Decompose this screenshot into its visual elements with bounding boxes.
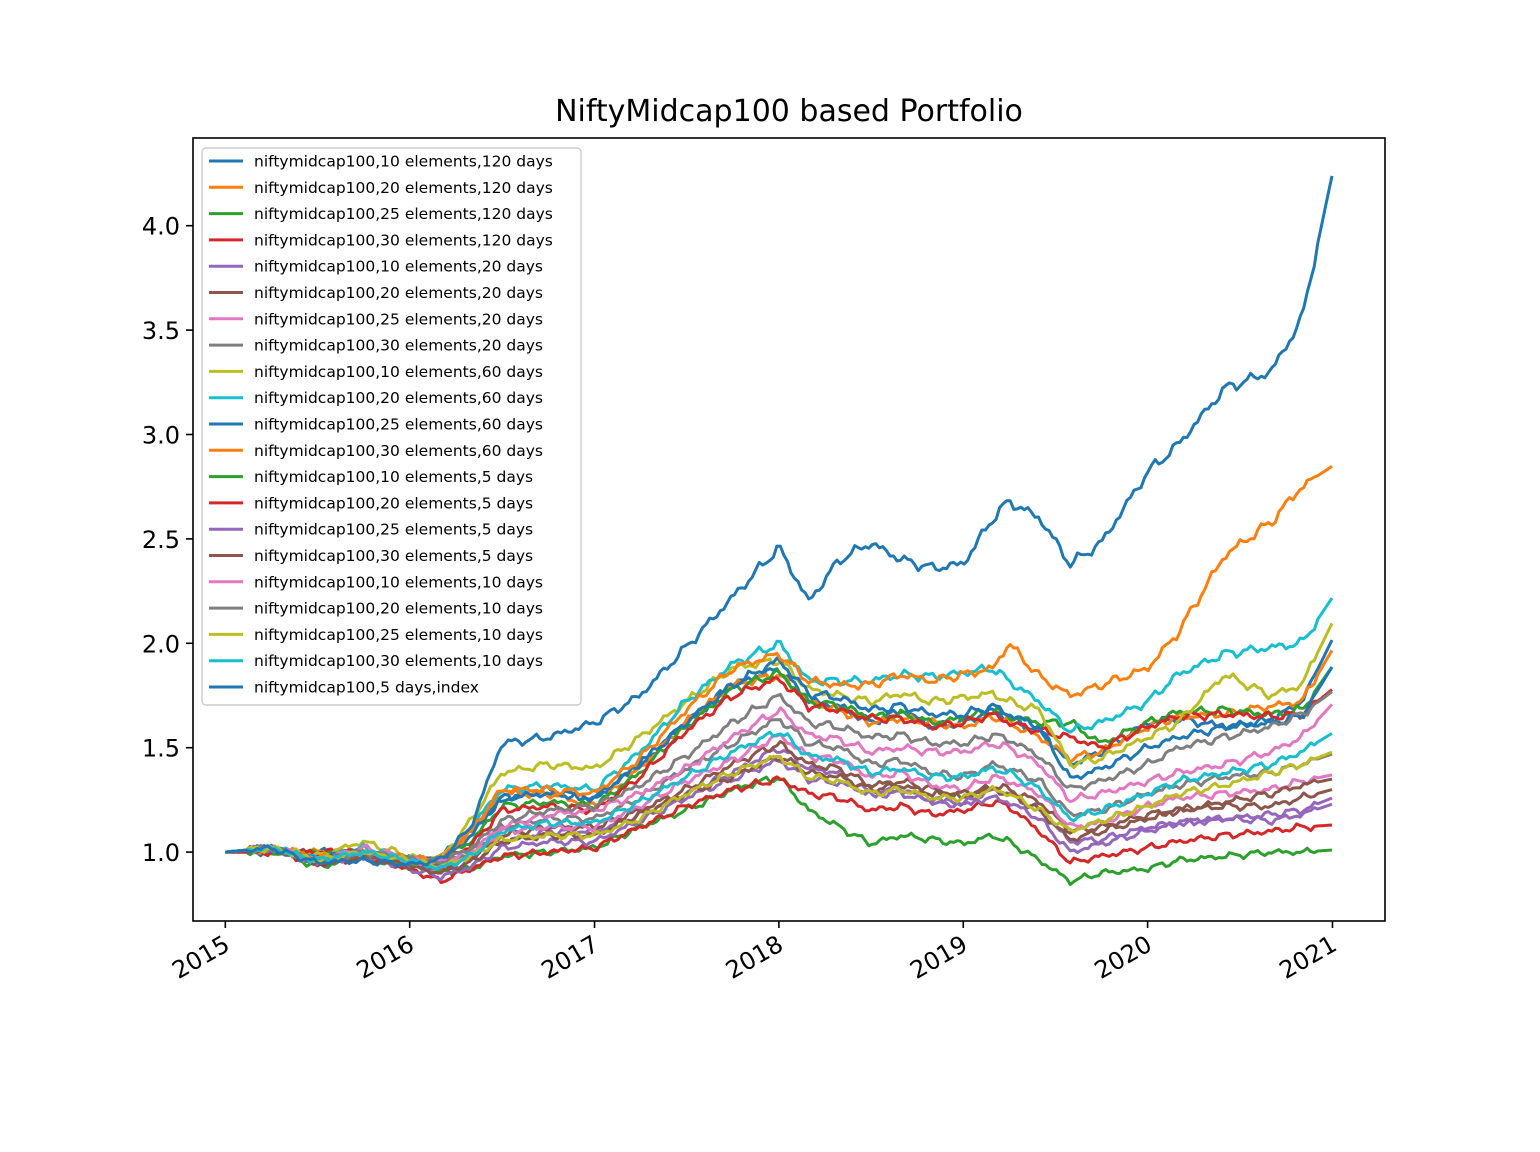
legend: niftymidcap100,10 elements,120 days nifty… bbox=[201, 147, 582, 706]
legend-items: niftymidcap100,10 elements,120 days nifty… bbox=[209, 153, 553, 697]
y-tick-label: 2.0 bbox=[142, 630, 180, 658]
series-line bbox=[225, 690, 1333, 865]
legend-label: niftymidcap100,30 elements,120 days bbox=[254, 231, 553, 249]
legend-label: niftymidcap100,5 days,index bbox=[254, 679, 479, 697]
legend-label: niftymidcap100,30 elements,60 days bbox=[254, 442, 543, 460]
series-line bbox=[225, 755, 1333, 875]
series-lines bbox=[225, 175, 1334, 886]
y-axis: 1.0 1.5 2.0 2.5 3.0 3.5 4.0 bbox=[142, 213, 193, 867]
legend-label: niftymidcap100,20 elements,10 days bbox=[254, 600, 543, 618]
plot-area bbox=[192, 137, 1386, 922]
legend-label: niftymidcap100,10 elements,120 days bbox=[254, 153, 553, 171]
y-tick-label: 3.5 bbox=[142, 317, 180, 345]
legend-label: niftymidcap100,20 elements,60 days bbox=[254, 389, 543, 407]
y-tick-label: 4.0 bbox=[142, 213, 180, 241]
series-line bbox=[225, 175, 1334, 868]
legend-label: niftymidcap100,10 elements,60 days bbox=[254, 363, 543, 381]
series-line bbox=[225, 730, 1333, 871]
y-tick-label: 2.5 bbox=[142, 526, 180, 554]
legend-label: niftymidcap100,30 elements,20 days bbox=[254, 337, 543, 355]
y-tick-label: 1.5 bbox=[142, 735, 180, 763]
legend-box bbox=[201, 147, 582, 706]
legend-label: niftymidcap100,10 elements,5 days bbox=[254, 468, 533, 486]
legend-label: niftymidcap100,10 elements,10 days bbox=[254, 573, 543, 591]
legend-label: niftymidcap100,25 elements,5 days bbox=[254, 521, 533, 539]
y-tick-label: 1.0 bbox=[142, 839, 180, 867]
legend-label: niftymidcap100,10 elements,20 days bbox=[254, 258, 543, 276]
y-tick-label: 3.0 bbox=[142, 421, 180, 449]
legend-label: niftymidcap100,25 elements,10 days bbox=[254, 626, 543, 644]
legend-label: niftymidcap100,25 elements,60 days bbox=[254, 416, 543, 434]
legend-label: niftymidcap100,30 elements,10 days bbox=[254, 652, 543, 670]
legend-label: niftymidcap100,25 elements,20 days bbox=[254, 310, 543, 328]
legend-label: niftymidcap100,20 elements,5 days bbox=[254, 494, 533, 512]
legend-label: niftymidcap100,20 elements,20 days bbox=[254, 284, 543, 302]
legend-label: niftymidcap100,30 elements,5 days bbox=[254, 547, 533, 565]
chart-title: NiftyMidcap100 based Portfolio bbox=[555, 94, 1023, 129]
legend-label: niftymidcap100,25 elements,120 days bbox=[254, 205, 553, 223]
axes-frame bbox=[192, 137, 1386, 922]
legend-label: niftymidcap100,20 elements,120 days bbox=[254, 179, 553, 197]
